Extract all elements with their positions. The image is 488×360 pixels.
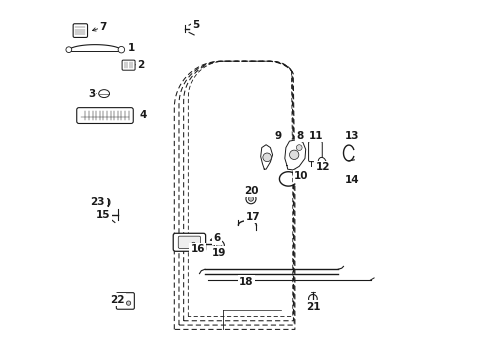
Text: 21: 21: [305, 302, 320, 312]
Text: 18: 18: [239, 276, 253, 287]
FancyBboxPatch shape: [173, 233, 205, 251]
Text: 13: 13: [345, 131, 359, 141]
Text: 14: 14: [345, 175, 359, 185]
Circle shape: [308, 294, 317, 303]
Circle shape: [214, 240, 224, 251]
Circle shape: [248, 196, 253, 201]
FancyBboxPatch shape: [122, 60, 135, 70]
Text: 16: 16: [190, 244, 204, 254]
Text: 6: 6: [213, 233, 220, 243]
Circle shape: [296, 145, 302, 150]
Circle shape: [191, 242, 195, 246]
FancyBboxPatch shape: [73, 24, 87, 37]
Polygon shape: [284, 140, 305, 170]
Circle shape: [66, 47, 72, 53]
Text: 7: 7: [100, 22, 107, 32]
FancyBboxPatch shape: [77, 108, 133, 123]
FancyBboxPatch shape: [178, 236, 200, 248]
Text: 8: 8: [296, 131, 304, 141]
Text: 11: 11: [308, 131, 323, 141]
Text: 3: 3: [88, 89, 95, 99]
Polygon shape: [260, 145, 272, 169]
Circle shape: [216, 243, 222, 248]
Text: 4: 4: [139, 110, 146, 120]
Circle shape: [118, 46, 124, 53]
FancyBboxPatch shape: [116, 293, 134, 309]
Circle shape: [289, 150, 298, 159]
FancyBboxPatch shape: [308, 141, 322, 162]
Text: 20: 20: [243, 186, 258, 196]
Text: 22: 22: [110, 294, 125, 305]
Text: 23: 23: [89, 197, 104, 207]
Text: 5: 5: [192, 20, 200, 30]
Circle shape: [119, 301, 123, 305]
Ellipse shape: [318, 157, 325, 168]
Text: 19: 19: [212, 248, 226, 258]
Ellipse shape: [99, 90, 109, 98]
Text: 15: 15: [96, 210, 110, 220]
Circle shape: [263, 153, 271, 162]
Ellipse shape: [345, 175, 351, 185]
Text: 1: 1: [127, 42, 135, 53]
Text: 9: 9: [274, 131, 281, 141]
Text: 10: 10: [293, 171, 308, 181]
Circle shape: [126, 301, 130, 305]
Circle shape: [245, 194, 256, 204]
Text: 2: 2: [137, 60, 144, 70]
Text: 17: 17: [245, 212, 260, 222]
Text: 12: 12: [315, 162, 329, 172]
Ellipse shape: [346, 177, 350, 183]
